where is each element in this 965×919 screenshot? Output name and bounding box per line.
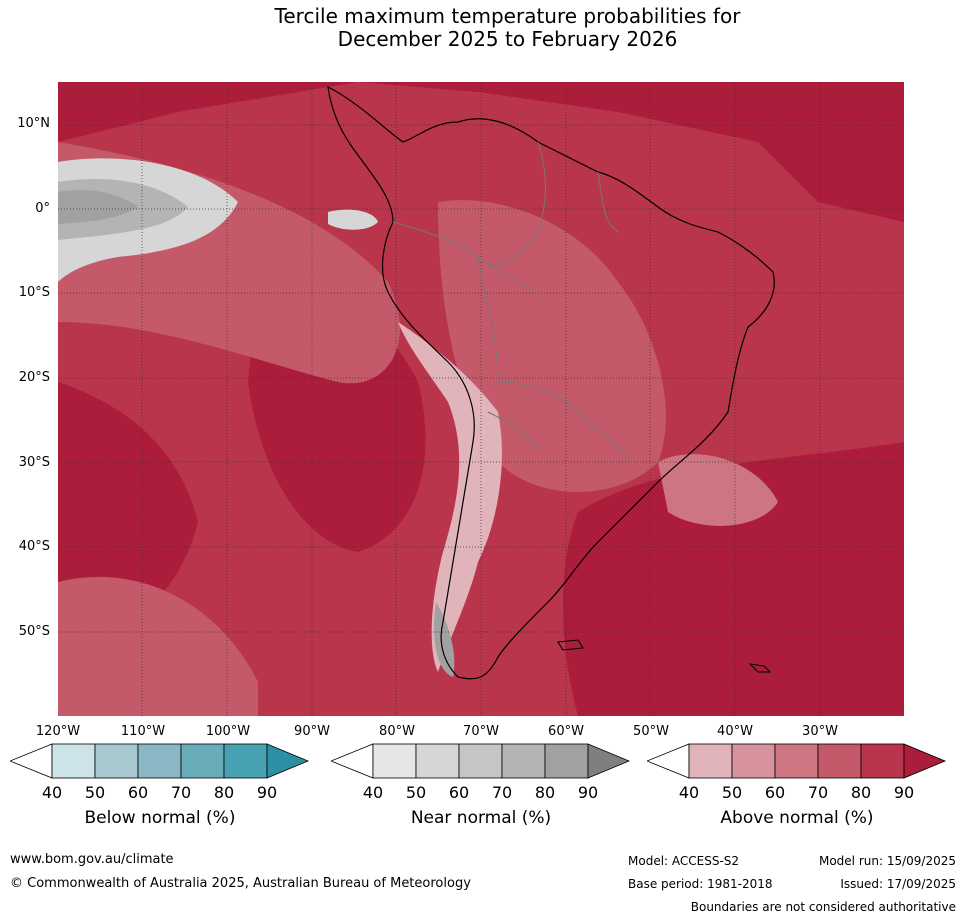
above-tick-label: 90 <box>893 783 915 802</box>
near-normal-zone-core <box>58 190 138 224</box>
andes-strip <box>398 322 502 672</box>
below-colorbar-low-arrow <box>8 743 53 779</box>
above-colorbar-bin-2 <box>731 743 776 779</box>
near-colorbar-bin-3 <box>458 743 503 779</box>
near-colorbar-bin-2 <box>415 743 460 779</box>
light-zone-atlantic-patch <box>658 454 778 526</box>
lon-label-60w: 60°W <box>548 724 584 739</box>
below-tick-label: 40 <box>41 783 63 802</box>
lat-label-40s: 40°S <box>18 539 50 554</box>
below-tick-label: 60 <box>127 783 149 802</box>
near-colorbar-bin-1 <box>372 743 417 779</box>
dark-zone-north <box>58 82 904 222</box>
lon-label-30w: 30°W <box>802 724 838 739</box>
lat-label-20s: 20°S <box>18 370 50 385</box>
below-colorbar-bin-1 <box>51 743 96 779</box>
lon-label-80w: 80°W <box>379 724 415 739</box>
above-normal-title: Above normal (%) <box>720 808 874 828</box>
title-line-1: Tercile maximum temperature probabilitie… <box>274 4 741 28</box>
lon-label-120w: 120°W <box>35 724 81 739</box>
above-colorbar-low-arrow <box>645 743 690 779</box>
lat-label-50s: 50°S <box>18 624 50 639</box>
falklands-outline <box>557 639 584 651</box>
below-tick-label: 70 <box>170 783 192 802</box>
below-colorbar-bin-5 <box>223 743 268 779</box>
patagonia-near-normal <box>433 602 455 677</box>
map-title: Tercile maximum temperature probabilitie… <box>0 5 965 51</box>
near-tick-label: 90 <box>577 783 599 802</box>
above-colorbar-bin-1 <box>688 743 733 779</box>
base-period-label: Base period: 1981-2018 <box>628 877 773 891</box>
near-tick-label: 60 <box>448 783 470 802</box>
near-normal-title: Near normal (%) <box>410 808 552 828</box>
near-colorbar-bin-5 <box>544 743 589 779</box>
below-normal-title: Below normal (%) <box>84 808 236 828</box>
south-america-coastline <box>327 85 775 680</box>
above-tick-label: 40 <box>678 783 700 802</box>
lon-label-90w: 90°W <box>294 724 330 739</box>
below-tick-label: 80 <box>213 783 235 802</box>
below-colorbar-bin-4 <box>180 743 225 779</box>
lon-label-100w: 100°W <box>205 724 251 739</box>
bom-url[interactable]: www.bom.gov.au/climate <box>10 852 174 867</box>
lon-label-70w: 70°W <box>463 724 499 739</box>
near-normal-patch-galapagos <box>328 209 378 230</box>
lon-label-110w: 110°W <box>120 724 166 739</box>
above-colorbar-high-arrow <box>903 743 947 779</box>
lat-label-30s: 30°S <box>18 455 50 470</box>
graticule <box>58 82 904 716</box>
near-colorbar-low-arrow <box>329 743 374 779</box>
near-tick-label: 80 <box>534 783 556 802</box>
above-normal-colorbar <box>645 743 947 783</box>
disclaimer: Boundaries are not considered authoritat… <box>690 900 956 914</box>
near-normal-colorbar <box>329 743 631 783</box>
model-run-label: Model run: 15/09/2025 <box>818 854 956 868</box>
above-tick-label: 70 <box>807 783 829 802</box>
above-tick-label: 60 <box>764 783 786 802</box>
map-svg <box>58 82 904 716</box>
above-tick-label: 80 <box>850 783 872 802</box>
lat-label-10s: 10°S <box>18 285 50 300</box>
near-tick-label: 50 <box>405 783 427 802</box>
near-tick-label: 70 <box>491 783 513 802</box>
lat-label-10n: 10°N <box>17 116 50 131</box>
above-tick-label: 50 <box>721 783 743 802</box>
below-colorbar-bin-3 <box>137 743 182 779</box>
light-zone-southwest <box>58 576 258 716</box>
above-colorbar-bin-5 <box>860 743 905 779</box>
above-colorbar-bin-4 <box>817 743 862 779</box>
lon-label-50w: 50°W <box>633 724 669 739</box>
above-colorbar-bin-3 <box>774 743 819 779</box>
lon-label-40w: 40°W <box>717 724 753 739</box>
country-borders <box>392 141 629 463</box>
title-line-2: December 2025 to February 2026 <box>337 27 678 51</box>
lat-label-0: 0° <box>35 201 50 216</box>
near-tick-label: 40 <box>362 783 384 802</box>
below-tick-label: 90 <box>256 783 278 802</box>
south-georgia-outline <box>748 663 772 673</box>
dark-zone-south-atlantic <box>563 442 904 716</box>
below-tick-label: 50 <box>84 783 106 802</box>
below-colorbar-high-arrow <box>266 743 310 779</box>
copyright: © Commonwealth of Australia 2025, Austra… <box>10 876 471 891</box>
issued-label: Issued: 17/09/2025 <box>840 877 956 891</box>
probability-map <box>58 82 904 716</box>
below-colorbar-bin-2 <box>94 743 139 779</box>
below-normal-colorbar <box>8 743 310 783</box>
model-label: Model: ACCESS-S2 <box>628 854 740 868</box>
near-colorbar-bin-4 <box>501 743 546 779</box>
dark-zone-southwest <box>58 382 198 642</box>
near-colorbar-high-arrow <box>587 743 631 779</box>
